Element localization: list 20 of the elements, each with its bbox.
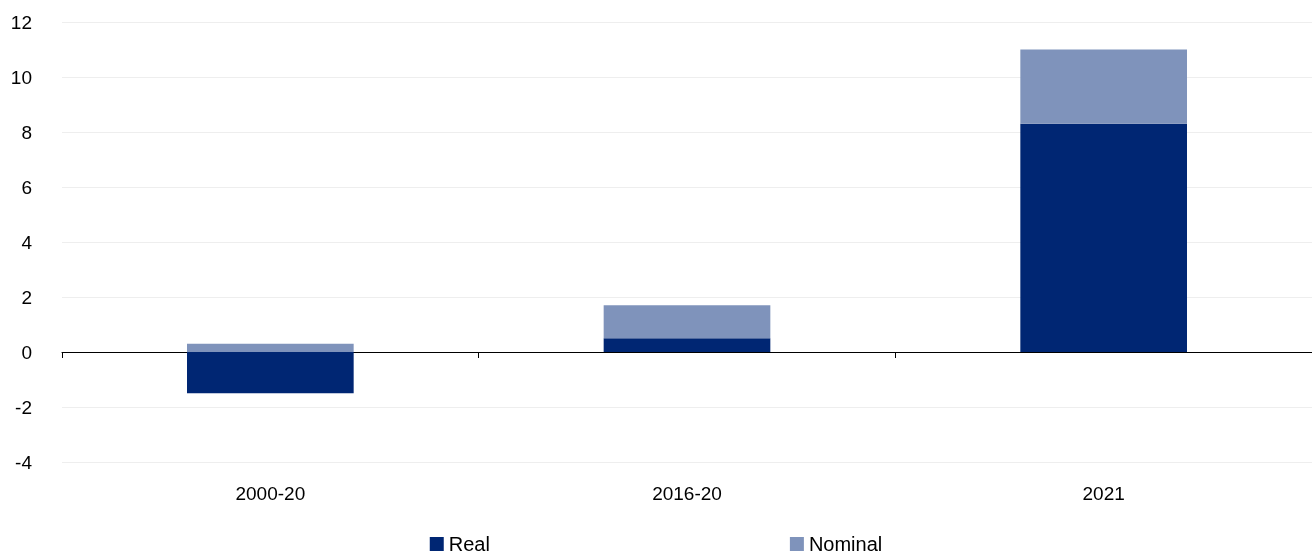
bar: [603, 338, 771, 352]
y-tick-label: -2: [15, 396, 32, 418]
y-tick-label: 2: [21, 286, 32, 308]
y-tick-label: -4: [15, 451, 33, 473]
bar: [1020, 123, 1187, 352]
y-tick-label: 10: [10, 66, 32, 88]
y-tick-label: 8: [21, 121, 32, 143]
legend-label: Nominal: [808, 533, 883, 555]
x-tick-label: 2016-20: [652, 483, 722, 504]
legend-label: Real: [448, 533, 490, 555]
bar: [187, 352, 354, 394]
y-tick-label: 4: [21, 231, 33, 253]
bar: [1020, 49, 1187, 124]
x-tick-label: 2021: [1082, 483, 1125, 504]
x-tick-label: 2000-20: [235, 483, 306, 504]
bar: [187, 343, 354, 352]
bar: [603, 305, 771, 339]
y-tick-label: 6: [21, 176, 32, 198]
y-tick-label: 12: [10, 11, 32, 33]
y-tick-label: 0: [21, 341, 32, 363]
